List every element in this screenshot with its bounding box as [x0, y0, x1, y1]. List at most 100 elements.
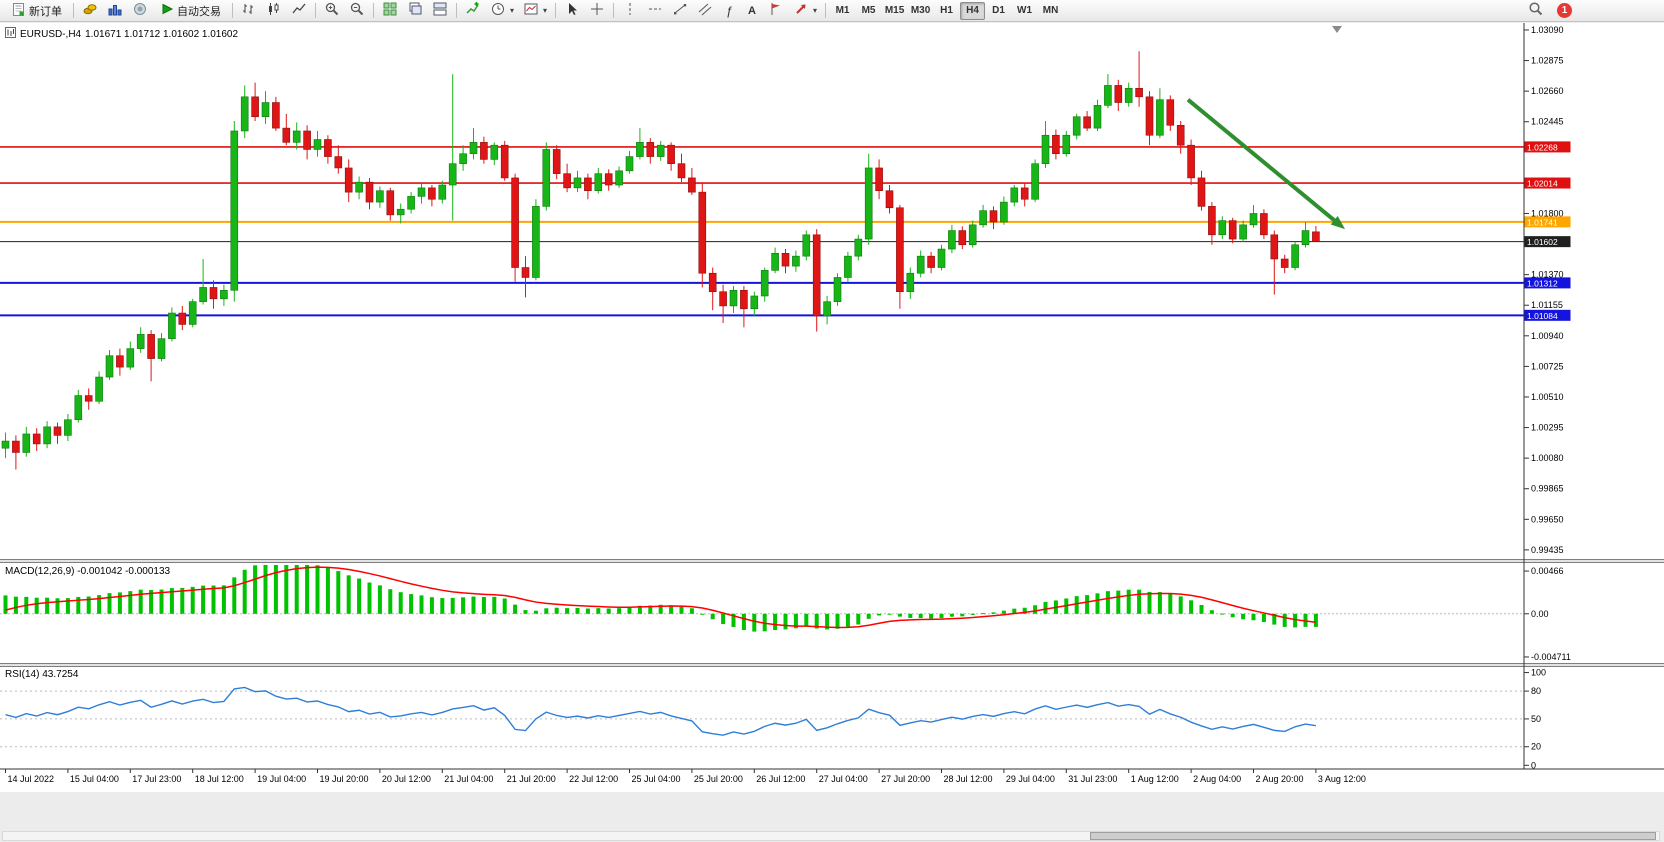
- main-toolbar: 新订单 自动交易 ▾: [0, 0, 1664, 22]
- macd-scale-label: 0.00: [1531, 609, 1549, 619]
- new-order-icon: [11, 2, 26, 20]
- price-tick-label: 0.99865: [1531, 484, 1564, 494]
- price-tick-label: 1.02875: [1531, 56, 1564, 66]
- arrows-button[interactable]: ▾: [789, 1, 821, 21]
- trend-arrow[interactable]: [1186, 98, 1346, 230]
- arrange-windows-icon: [432, 1, 448, 20]
- time-axis-label: 22 Jul 12:00: [569, 774, 618, 784]
- timeframe-w1[interactable]: W1: [1017, 5, 1033, 16]
- zoom-out-icon: [349, 1, 365, 20]
- price-tag: [1524, 141, 1571, 153]
- timeframe-m5[interactable]: M5: [861, 5, 876, 16]
- price-tag-label: 1.01602: [1527, 237, 1558, 247]
- accounts-button[interactable]: [103, 1, 127, 21]
- crosshair-button[interactable]: [585, 1, 609, 21]
- price-tick-label: 1.01155: [1531, 300, 1563, 310]
- arrange-windows-button[interactable]: [428, 1, 452, 21]
- line-chart-button[interactable]: [287, 1, 311, 21]
- bar-chart-button[interactable]: [237, 1, 261, 21]
- text-label-button[interactable]: [764, 1, 788, 21]
- indicators-button[interactable]: [461, 1, 485, 21]
- time-axis[interactable]: 14 Jul 2022 15 Jul 04:00 17 Jul 23:00 18 Ju…: [5, 769, 1366, 784]
- templates-button[interactable]: ▾: [519, 1, 551, 21]
- timeframe-h1[interactable]: H1: [940, 5, 953, 16]
- time-axis-label: 27 Jul 20:00: [881, 774, 930, 784]
- template-icon: [523, 1, 539, 20]
- time-axis-label: 17 Jul 23:00: [132, 774, 181, 784]
- cascade-windows-icon: [407, 1, 423, 20]
- macd-histogram: [3, 565, 1318, 632]
- rsi-scale-label: 50: [1531, 714, 1541, 724]
- trendline-button[interactable]: [668, 1, 692, 21]
- price-tag-label: 1.01741: [1527, 217, 1558, 227]
- panel-divider[interactable]: [0, 663, 1664, 667]
- timeframe-m1[interactable]: M1: [835, 5, 850, 16]
- panel-divider[interactable]: [0, 559, 1664, 563]
- community-button[interactable]: [128, 1, 152, 21]
- horizontal-scrollbar[interactable]: [2, 831, 1660, 841]
- candlestick-chart-button[interactable]: [262, 1, 286, 21]
- zoom-out-button[interactable]: [345, 1, 369, 21]
- chevron-down-icon: ▾: [510, 6, 515, 15]
- price-tag-label: 1.01312: [1527, 278, 1558, 288]
- time-axis-label: 26 Jul 12:00: [756, 774, 805, 784]
- timeframe-h4[interactable]: H4: [960, 1, 986, 20]
- price-tick-label: 1.02660: [1531, 86, 1564, 96]
- fibonacci-button[interactable]: ƒ: [718, 1, 740, 21]
- tile-windows-button[interactable]: [378, 1, 402, 21]
- time-axis-label: 14 Jul 2022: [8, 774, 55, 784]
- toolbar-separator: [232, 3, 233, 18]
- chart-background: [0, 23, 1664, 792]
- time-axis-label: 18 Jul 12:00: [195, 774, 244, 784]
- toolbar-separator: [613, 3, 615, 18]
- timeframe-d1[interactable]: D1: [992, 5, 1005, 16]
- bar-chart-icon: [241, 1, 257, 20]
- time-axis-label: 2 Aug 04:00: [1193, 774, 1241, 784]
- time-axis-label: 2 Aug 20:00: [1256, 774, 1304, 784]
- zoom-in-button[interactable]: [320, 1, 344, 21]
- cursor-button[interactable]: [560, 1, 584, 21]
- clock-icon: [490, 1, 506, 20]
- vertical-line-button[interactable]: [618, 1, 642, 21]
- timeframe-m30[interactable]: M30: [910, 5, 931, 16]
- channel-icon: [697, 1, 713, 20]
- candlestick-series[interactable]: [1, 51, 1320, 470]
- time-axis-label: 25 Jul 20:00: [694, 774, 743, 784]
- timeframe-m15[interactable]: M15: [884, 5, 905, 16]
- toolbar-separator: [825, 3, 827, 18]
- vertical-line-icon: [622, 1, 638, 20]
- trendline-icon: [672, 1, 688, 20]
- time-axis-label: 21 Jul 20:00: [507, 774, 556, 784]
- tile-windows-icon: [382, 1, 398, 20]
- price-tick-label: 1.00940: [1531, 331, 1564, 341]
- horizontal-line-button[interactable]: [643, 1, 667, 21]
- timeframe-group: M1 M5 M15 M30 H1 H4 D1 W1 MN: [830, 1, 1063, 20]
- macd-signal-line: [5, 566, 1316, 629]
- price-tag-label: 1.01084: [1527, 311, 1558, 321]
- price-tag: [1524, 309, 1571, 321]
- channel-button[interactable]: [693, 1, 717, 21]
- autotrading-button[interactable]: 自动交易: [153, 1, 228, 21]
- autotrading-play-icon: [160, 2, 174, 19]
- cascade-windows-button[interactable]: [403, 1, 427, 21]
- price-scale[interactable]: 1.03090 1.02875 1.02660 1.02445 1.01800 1.013…: [1524, 25, 1571, 770]
- time-axis-label: 21 Jul 04:00: [444, 774, 493, 784]
- time-axis-label: 28 Jul 12:00: [944, 774, 993, 784]
- chart-window[interactable]: 14 Jul 2022 15 Jul 04:00 17 Jul 23:00 18 Ju…: [0, 23, 1664, 792]
- toolbar-right: 1: [1528, 1, 1572, 21]
- price-tick-label: 1.00725: [1531, 361, 1564, 371]
- new-order-button[interactable]: 新订单: [4, 1, 69, 21]
- toolbar-separator: [555, 3, 557, 18]
- horizontal-line-icon: [647, 1, 663, 20]
- periods-button[interactable]: ▾: [486, 1, 518, 21]
- price-tag-label: 1.02268: [1527, 142, 1558, 152]
- text-button[interactable]: A: [741, 1, 763, 21]
- scrollbar-thumb[interactable]: [1090, 832, 1656, 840]
- notification-badge[interactable]: 1: [1557, 3, 1572, 18]
- timeframe-mn[interactable]: MN: [1042, 5, 1059, 16]
- search-icon[interactable]: [1528, 1, 1543, 21]
- chart-shift-marker[interactable]: [1332, 26, 1342, 33]
- coins-button[interactable]: [78, 1, 102, 21]
- text-tool-icon: A: [748, 4, 756, 17]
